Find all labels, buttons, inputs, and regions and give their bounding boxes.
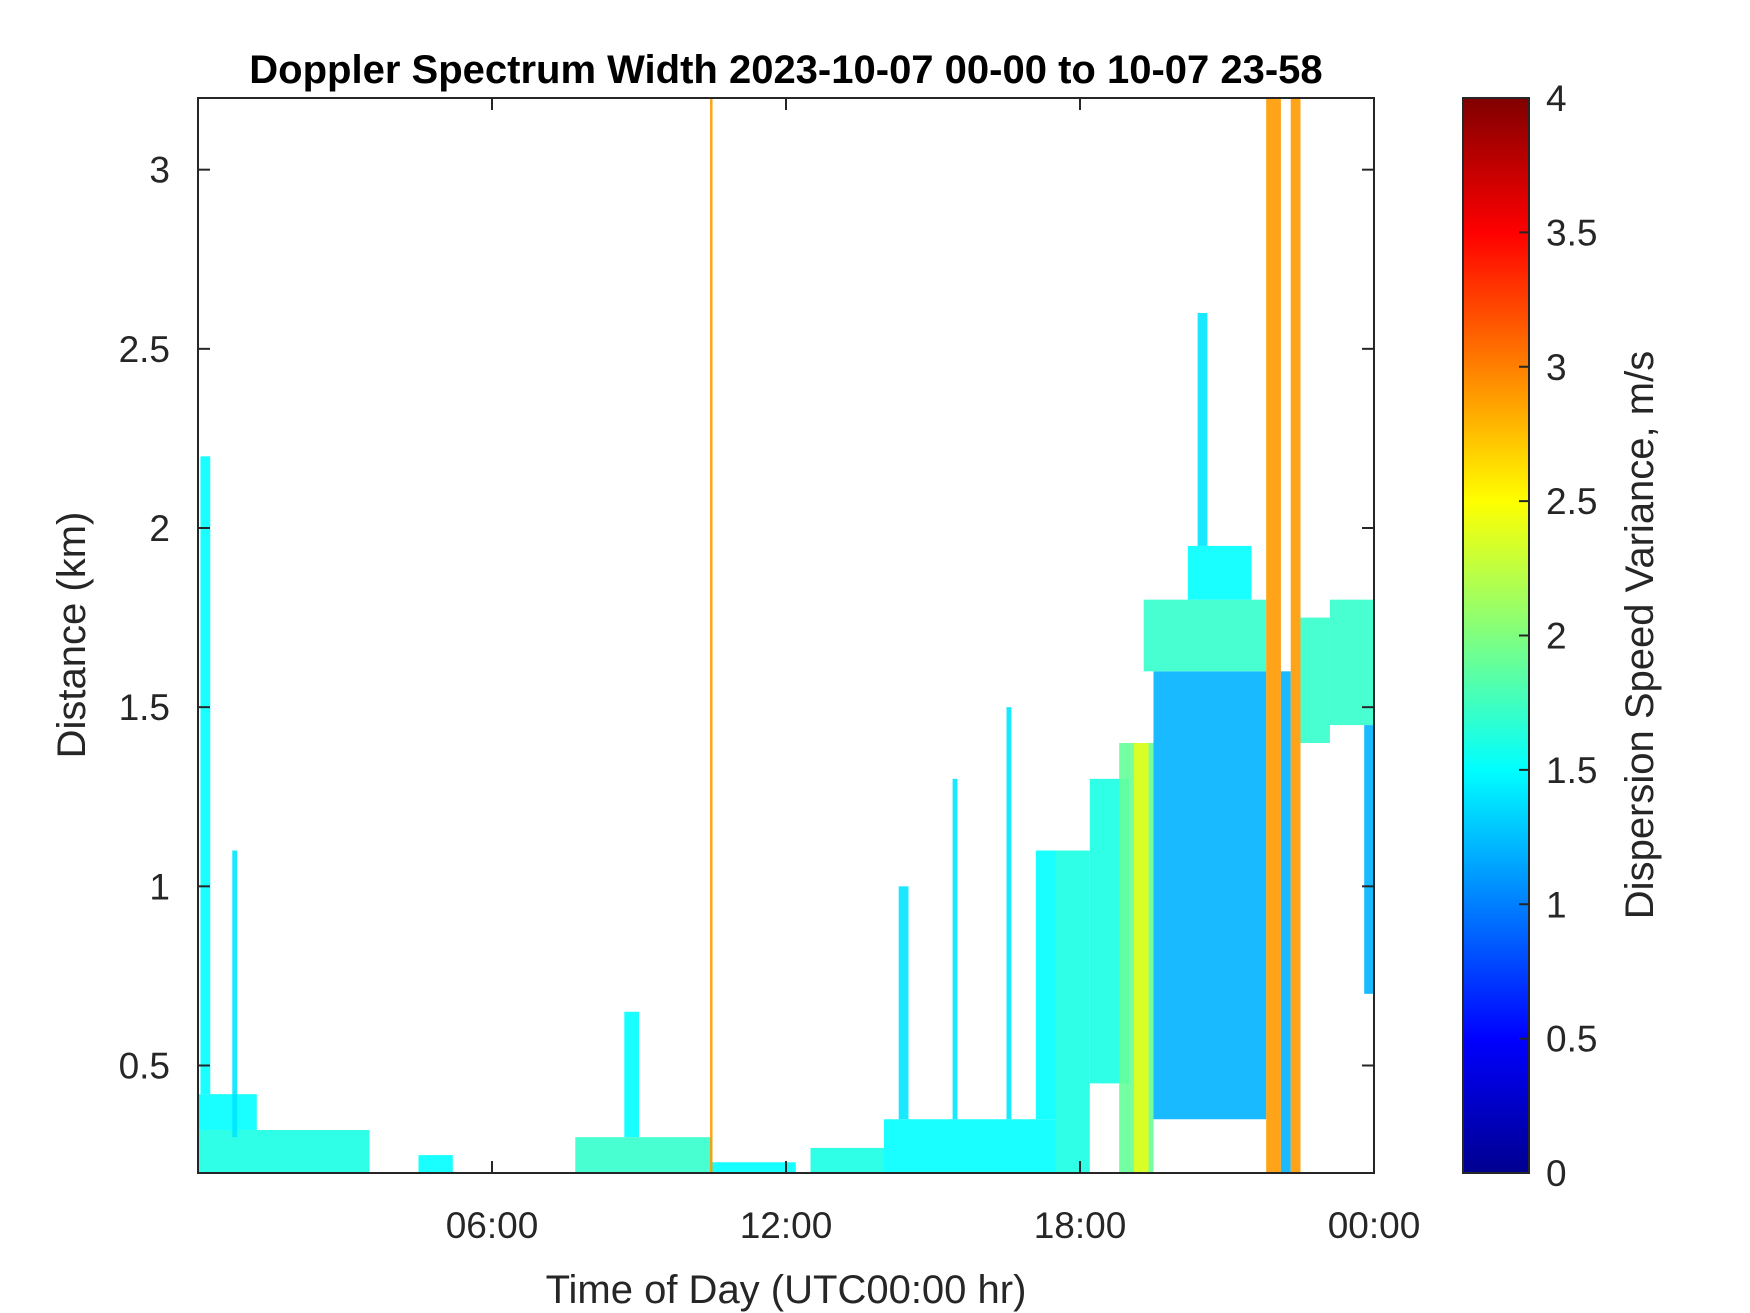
heatmap-cell-25	[1300, 617, 1330, 743]
heatmap-cell-18	[1153, 671, 1267, 1120]
heatmap-cell-26	[1329, 599, 1374, 726]
heatmap-cell-3	[232, 850, 238, 1138]
heatmap-cell-27	[1364, 725, 1374, 994]
colorbar-tick-label-8: 4	[1546, 78, 1567, 119]
y-tick-label-3: 2	[149, 508, 170, 549]
heatmap-cell-2	[200, 456, 211, 1095]
y-axis-ticks: 0.5 1 1.5 2 2.5 3	[119, 150, 1374, 1087]
y-tick-label-1: 1	[149, 866, 170, 907]
colorbar-tick-label-4: 2	[1546, 616, 1567, 657]
heatmap-cell-14	[1055, 850, 1090, 1173]
heatmap-cell-7	[712, 1162, 796, 1173]
x-tick-label-0: 06:00	[446, 1205, 539, 1246]
x-axis-label: Time of Day (UTC00:00 hr)	[546, 1268, 1027, 1312]
colorbar-tick-label-6: 3	[1546, 347, 1567, 388]
colorbar-label: Dispersion Speed Variance, m/s	[1618, 351, 1662, 919]
heatmap-cell-1	[198, 1094, 257, 1130]
heatmap-cell-20	[1187, 545, 1252, 600]
heatmap-cell-5	[575, 1137, 713, 1173]
heatmap-cell-8	[810, 1147, 884, 1173]
colorbar-tick-label-0: 0	[1546, 1153, 1567, 1194]
colorbar-ticks: 0 0.5 1 1.5 2 2.5 3 3.5 4	[1519, 78, 1597, 1194]
heatmap-cell-23	[1280, 671, 1291, 1173]
heatmap-cell-28	[710, 98, 713, 1173]
x-axis-ticks: 06:00 12:00 18:00 00:00	[446, 98, 1421, 1246]
x-tick-label-2: 18:00	[1034, 1205, 1127, 1246]
y-tick-label-5: 3	[149, 150, 170, 191]
colorbar-tick-label-5: 2.5	[1546, 481, 1597, 522]
heatmap-cell-9	[884, 1119, 1056, 1173]
y-tick-label-4: 2.5	[119, 329, 170, 370]
colorbar-tick-label-2: 1	[1546, 884, 1567, 925]
y-tick-label-0: 0.5	[119, 1046, 170, 1087]
heatmap-cell-11	[952, 778, 958, 1120]
heatmap-cell-12	[1006, 707, 1012, 1120]
heatmap-cell-21	[1197, 313, 1208, 546]
colorbar-tick-label-1: 0.5	[1546, 1019, 1597, 1060]
heatmap-cell-17	[1133, 743, 1149, 1173]
heatmap-cell-6	[624, 1011, 639, 1138]
heatmap-cell-24	[1290, 98, 1301, 1173]
heatmap-cell-10	[898, 886, 909, 1120]
colorbar	[1462, 97, 1530, 1174]
y-axis-label: Distance (km)	[50, 512, 94, 759]
x-tick-label-3: 00:00	[1328, 1205, 1421, 1246]
colorbar-tick-label-7: 3.5	[1546, 212, 1597, 253]
x-tick-label-1: 12:00	[740, 1205, 833, 1246]
heatmap-cell-4	[418, 1155, 453, 1173]
heatmap-cell-22	[1266, 98, 1281, 1173]
y-tick-label-2: 1.5	[119, 687, 170, 728]
chart-title: Doppler Spectrum Width 2023-10-07 00-00 …	[249, 48, 1322, 92]
heatmap-cell-13	[1035, 850, 1056, 1120]
heatmap-cell-0	[198, 1130, 370, 1173]
heatmap-cells	[198, 98, 1374, 1173]
heatmap-cell-19	[1143, 599, 1267, 672]
colorbar-tick-label-3: 1.5	[1546, 750, 1597, 791]
